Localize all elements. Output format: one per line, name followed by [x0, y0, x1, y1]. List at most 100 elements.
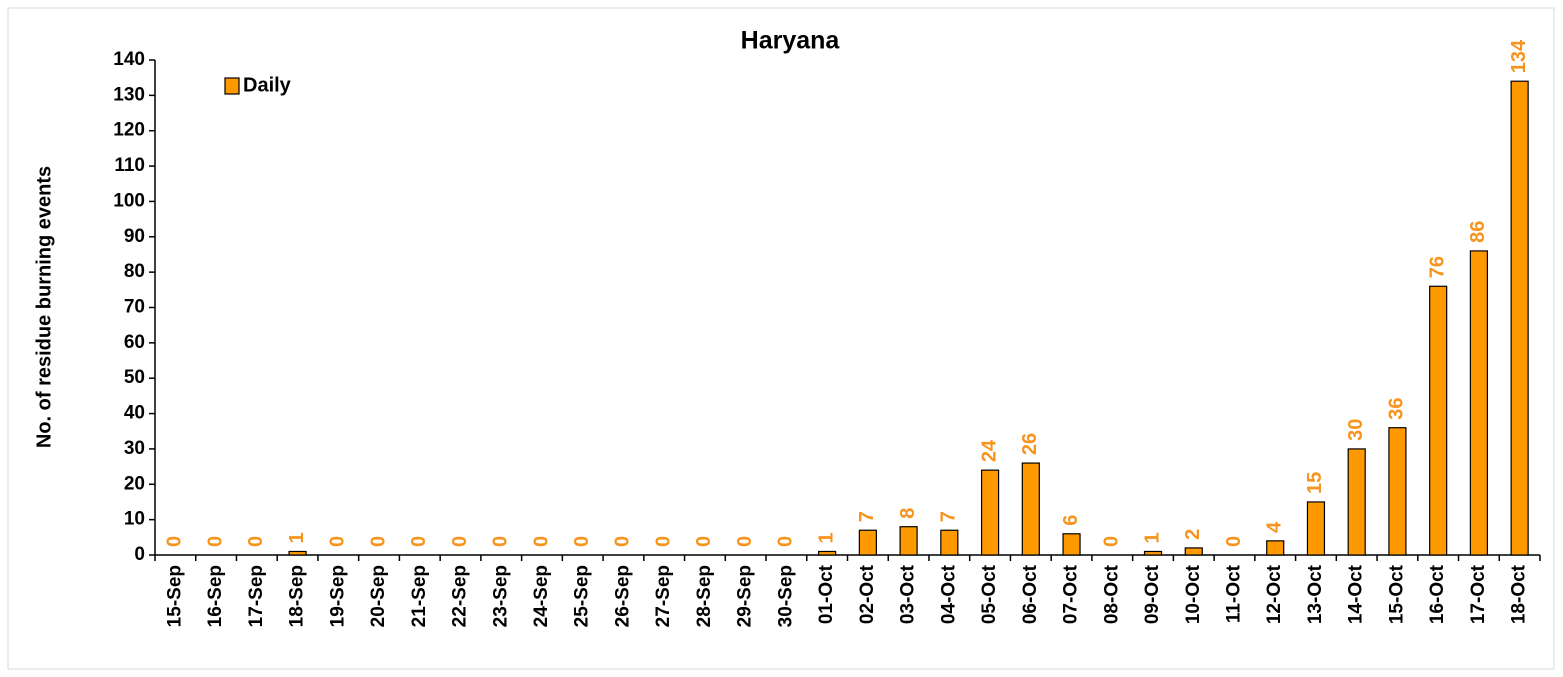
data-label: 1	[286, 532, 308, 543]
bar	[1184, 547, 1203, 556]
data-label: 26	[1019, 433, 1041, 455]
data-label: 7	[938, 511, 960, 522]
bar	[288, 550, 307, 556]
data-label: 0	[571, 536, 593, 547]
x-tick-label: 23-Sep	[490, 565, 511, 627]
y-axis-title: No. of residue burning events	[33, 166, 55, 448]
x-tick-label: 17-Sep	[246, 565, 267, 627]
data-label: 30	[1345, 419, 1367, 441]
x-tick-label: 03-Oct	[898, 564, 919, 624]
data-label: 0	[245, 536, 267, 547]
bar	[818, 550, 837, 556]
x-tick-label: 17-Oct	[1468, 564, 1489, 624]
bar	[1469, 250, 1488, 556]
data-label: 0	[449, 536, 471, 547]
data-label: 76	[1426, 256, 1448, 278]
x-tick-label: 15-Sep	[164, 565, 185, 627]
bar	[940, 529, 959, 556]
data-label: 6	[1060, 515, 1082, 526]
y-tick-label: 70	[124, 297, 145, 318]
data-label: 0	[367, 536, 389, 547]
x-tick-label: 09-Oct	[1142, 564, 1163, 624]
data-label: 0	[327, 536, 349, 547]
data-label: 1	[815, 532, 837, 543]
x-tick-label: 06-Oct	[1020, 564, 1041, 624]
bar	[1429, 285, 1448, 556]
x-tick-label: 27-Sep	[653, 565, 674, 627]
data-label: 0	[530, 536, 552, 547]
data-label: 1	[1141, 532, 1163, 543]
bar	[1510, 80, 1529, 556]
x-tick-label: 18-Sep	[287, 565, 308, 627]
x-tick-label: 22-Sep	[450, 565, 471, 627]
y-tick-label: 90	[124, 226, 145, 247]
y-tick-label: 80	[124, 261, 145, 282]
data-label: 86	[1467, 221, 1489, 243]
x-tick-label: 11-Oct	[1224, 564, 1245, 623]
x-tick-label: 10-Oct	[1183, 564, 1204, 624]
y-tick-label: 0	[134, 544, 145, 565]
chart-title: Haryana	[741, 27, 841, 55]
x-tick-label: 02-Oct	[857, 564, 878, 624]
x-tick-label: 25-Sep	[572, 565, 593, 627]
bar	[1306, 501, 1326, 556]
y-tick-label: 110	[114, 155, 145, 176]
bar	[1062, 533, 1081, 556]
data-label: 24	[978, 439, 1000, 462]
data-label: 0	[612, 536, 634, 547]
x-tick-label: 18-Oct	[1509, 564, 1530, 624]
data-label: 0	[490, 536, 512, 547]
x-tick-label: 30-Sep	[775, 565, 796, 627]
data-label: 0	[204, 536, 226, 547]
bar	[1347, 448, 1366, 556]
bar	[858, 529, 877, 556]
x-tick-label: 26-Sep	[612, 565, 633, 627]
legend-swatch	[224, 77, 240, 95]
y-tick-label: 30	[124, 438, 145, 459]
bar	[980, 469, 1000, 556]
data-label: 0	[734, 536, 756, 547]
y-tick-label: 50	[124, 367, 145, 388]
x-tick-label: 08-Oct	[1101, 564, 1122, 624]
data-label: 134	[1508, 39, 1530, 73]
data-label: 8	[897, 508, 919, 519]
data-label: 0	[775, 536, 797, 547]
data-label: 15	[1304, 472, 1326, 494]
x-tick-label: 29-Sep	[735, 565, 756, 627]
data-label: 0	[1223, 536, 1245, 547]
data-label: 4	[1264, 521, 1286, 533]
x-tick-label: 14-Oct	[1346, 564, 1367, 624]
data-label: 0	[652, 536, 674, 547]
bar	[1266, 540, 1285, 556]
data-label: 0	[1101, 536, 1123, 547]
x-tick-label: 04-Oct	[938, 564, 959, 624]
x-tick-label: 15-Oct	[1386, 564, 1407, 624]
y-tick-label: 10	[124, 509, 145, 530]
data-label: 0	[164, 536, 186, 547]
x-tick-label: 28-Sep	[694, 565, 715, 627]
y-tick-label: 140	[113, 49, 145, 70]
y-tick-label: 60	[124, 332, 145, 353]
data-label: 36	[1386, 397, 1408, 419]
legend-label: Daily	[243, 74, 292, 96]
x-tick-label: 12-Oct	[1264, 564, 1285, 624]
bar	[1143, 550, 1163, 556]
bar	[1388, 427, 1407, 556]
y-tick-label: 100	[113, 190, 145, 211]
data-label: 0	[408, 536, 430, 547]
bar	[1021, 462, 1040, 556]
data-label: 0	[693, 536, 715, 547]
bar	[899, 526, 918, 556]
y-tick-label: 120	[113, 120, 145, 141]
x-tick-label: 19-Sep	[327, 565, 348, 627]
x-tick-label: 13-Oct	[1305, 564, 1326, 624]
x-tick-label: 16-Oct	[1427, 564, 1448, 624]
x-tick-label: 16-Sep	[205, 565, 226, 627]
x-tick-label: 07-Oct	[1061, 564, 1082, 624]
x-tick-label: 20-Sep	[368, 565, 389, 627]
x-tick-label: 01-Oct	[816, 564, 837, 624]
data-label: 2	[1182, 529, 1204, 540]
x-tick-label: 21-Sep	[409, 565, 430, 627]
y-tick-label: 130	[113, 84, 145, 105]
